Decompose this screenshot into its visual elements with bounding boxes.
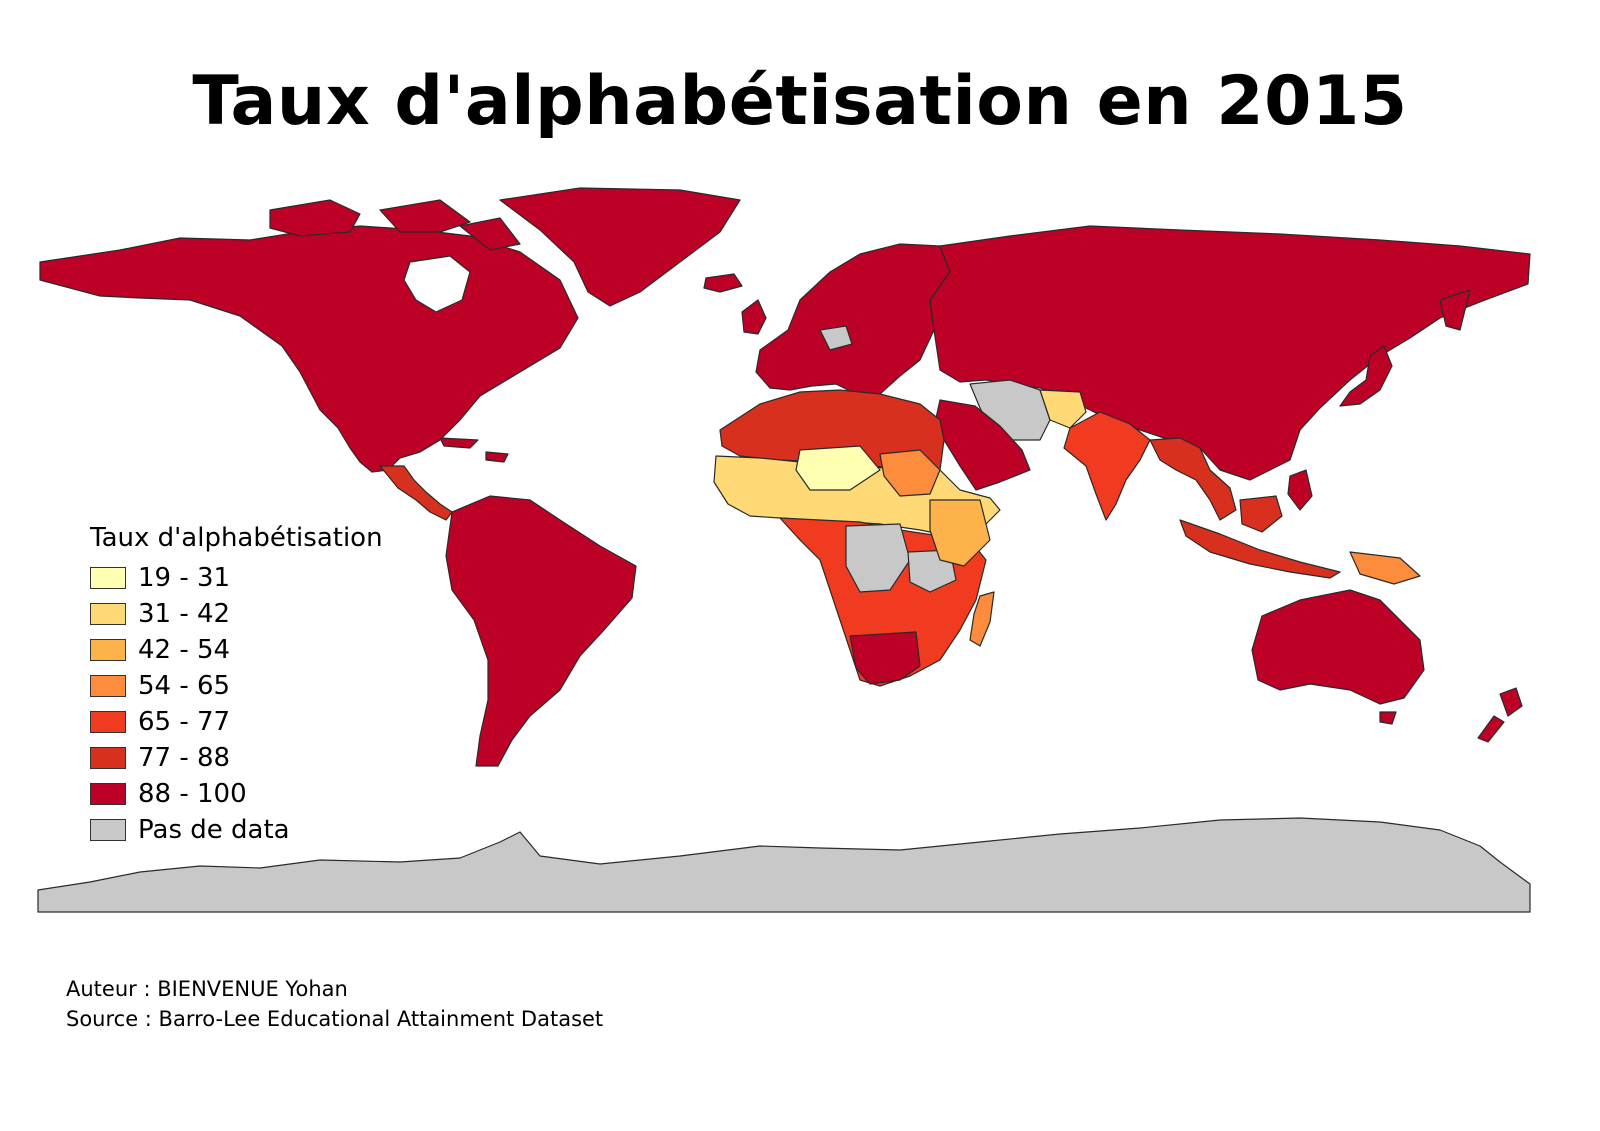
legend-item: 77 - 88 [90, 740, 383, 776]
legend-swatch [90, 783, 126, 805]
legend-swatch [90, 711, 126, 733]
indonesia-region [1179, 519, 1341, 579]
map-legend: Taux d'alphabétisation 19 - 31 31 - 42 4… [90, 524, 383, 848]
author-credit: Auteur : BIENVENUE Yohan [66, 977, 348, 1001]
legend-swatch [90, 747, 126, 769]
madagascar-region [969, 591, 995, 647]
map-credits: Auteur : BIENVENUE Yohan Source : Barro-… [66, 974, 603, 1034]
greenland-region [499, 187, 741, 307]
australia-region [1251, 589, 1425, 705]
europe-region [755, 243, 951, 397]
legend-label: 42 - 54 [138, 635, 231, 665]
legend-item: 88 - 100 [90, 776, 383, 812]
legend-item: 31 - 42 [90, 596, 383, 632]
legend-swatch [90, 675, 126, 697]
legend-label: 77 - 88 [138, 743, 231, 773]
legend-item: 65 - 77 [90, 704, 383, 740]
legend-label: Pas de data [138, 815, 290, 845]
map-title: Taux d'alphabétisation en 2015 [192, 62, 1408, 141]
legend-label: 65 - 77 [138, 707, 231, 737]
legend-swatch [90, 567, 126, 589]
legend-label: 31 - 42 [138, 599, 231, 629]
new-zealand-region [1499, 687, 1523, 717]
legend-label: 54 - 65 [138, 671, 231, 701]
legend-swatch [90, 603, 126, 625]
central-america-region [379, 465, 453, 521]
legend-label: 19 - 31 [138, 563, 231, 593]
legend-item: Pas de data [90, 812, 383, 848]
legend-swatch [90, 819, 126, 841]
north-america-region [39, 225, 579, 473]
legend-item: 54 - 65 [90, 668, 383, 704]
antarctica-region [37, 817, 1531, 913]
india-region [1063, 411, 1151, 521]
legend-title: Taux d'alphabétisation [90, 523, 383, 553]
legend-item: 42 - 54 [90, 632, 383, 668]
source-credit: Source : Barro-Lee Educational Attainmen… [66, 1007, 604, 1031]
legend-swatch [90, 639, 126, 661]
legend-item: 19 - 31 [90, 560, 383, 596]
south-america-region [445, 495, 637, 767]
legend-label: 88 - 100 [138, 779, 247, 809]
asia-region [929, 225, 1531, 481]
